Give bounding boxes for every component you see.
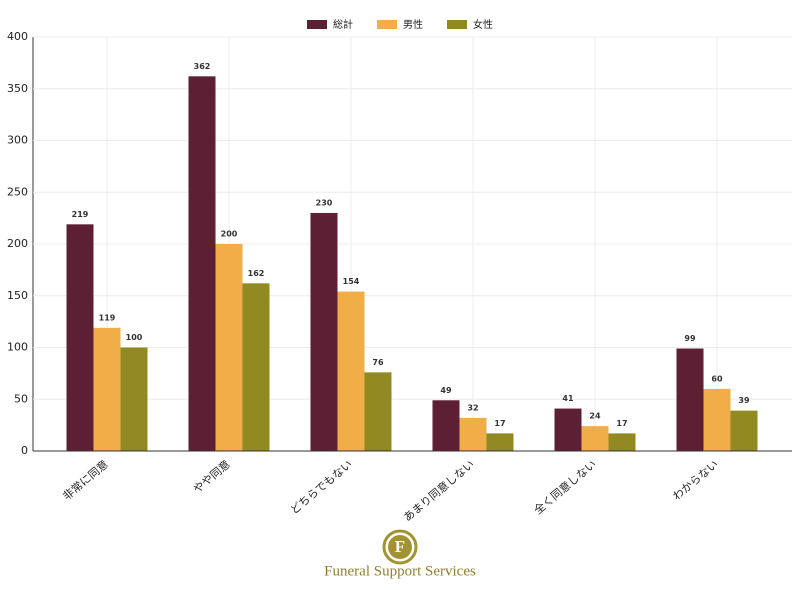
value-label: 99: [684, 334, 696, 343]
value-label: 200: [221, 230, 238, 239]
y-tick-label: 400: [7, 30, 28, 43]
y-tick-label: 50: [14, 392, 28, 405]
y-tick-label: 0: [21, 444, 28, 457]
bar: [66, 224, 94, 451]
logo-badge: [388, 535, 412, 559]
value-label: 154: [343, 277, 360, 286]
x-tick-label: やや同意: [190, 457, 233, 496]
bar: [364, 372, 392, 451]
y-tick-label: 250: [7, 185, 28, 198]
bar: [432, 400, 460, 451]
y-tick-label: 350: [7, 82, 28, 95]
y-tick-label: 200: [7, 237, 28, 250]
bar: [459, 417, 487, 451]
x-tick-label: わからない: [670, 458, 720, 503]
logo: F Funeral Support Services: [324, 529, 476, 579]
legend-label: 男性: [403, 18, 423, 31]
bar: [120, 347, 148, 451]
value-label: 119: [99, 313, 116, 322]
value-label: 39: [738, 396, 750, 405]
value-label: 219: [72, 210, 89, 219]
value-label: 24: [589, 412, 601, 421]
value-label: 17: [494, 419, 505, 428]
bar: [242, 283, 270, 451]
value-label: 32: [467, 403, 478, 412]
x-tick-label: あまり同意しない: [400, 457, 476, 524]
value-label: 41: [562, 394, 574, 403]
value-label: 76: [372, 358, 384, 367]
legend-swatch: [377, 20, 397, 29]
y-tick-label: 150: [7, 289, 28, 302]
legend-swatch: [307, 20, 327, 29]
bar: [608, 433, 636, 451]
logo-ring: [382, 529, 418, 565]
x-tick-label: 全く同意しない: [531, 457, 599, 517]
value-label: 49: [440, 386, 452, 395]
x-tick-label: 非常に同意: [60, 457, 111, 503]
y-tick-label: 300: [7, 134, 28, 147]
legend-swatch: [447, 20, 467, 29]
bar: [486, 433, 514, 451]
x-tick-label: どちらでもない: [288, 458, 355, 517]
bar: [730, 410, 758, 451]
value-label: 17: [616, 419, 627, 428]
y-tick-label: 100: [7, 341, 28, 354]
value-label: 230: [316, 198, 333, 207]
legend-label: 女性: [473, 18, 493, 31]
bar: [215, 244, 243, 451]
value-label: 162: [248, 269, 265, 278]
bar: [676, 348, 704, 451]
logo-text: Funeral Support Services: [324, 563, 476, 579]
logo-letter: F: [395, 537, 405, 556]
value-label: 100: [126, 333, 143, 342]
bar: [337, 291, 365, 451]
bar: [93, 327, 121, 451]
value-label: 362: [194, 62, 211, 71]
legend-label: 総計: [333, 18, 353, 31]
bar: [554, 408, 582, 451]
bar: [310, 212, 338, 451]
bar: [188, 76, 216, 451]
bar: [703, 388, 731, 451]
bar: [581, 426, 609, 451]
value-label: 60: [711, 374, 723, 383]
